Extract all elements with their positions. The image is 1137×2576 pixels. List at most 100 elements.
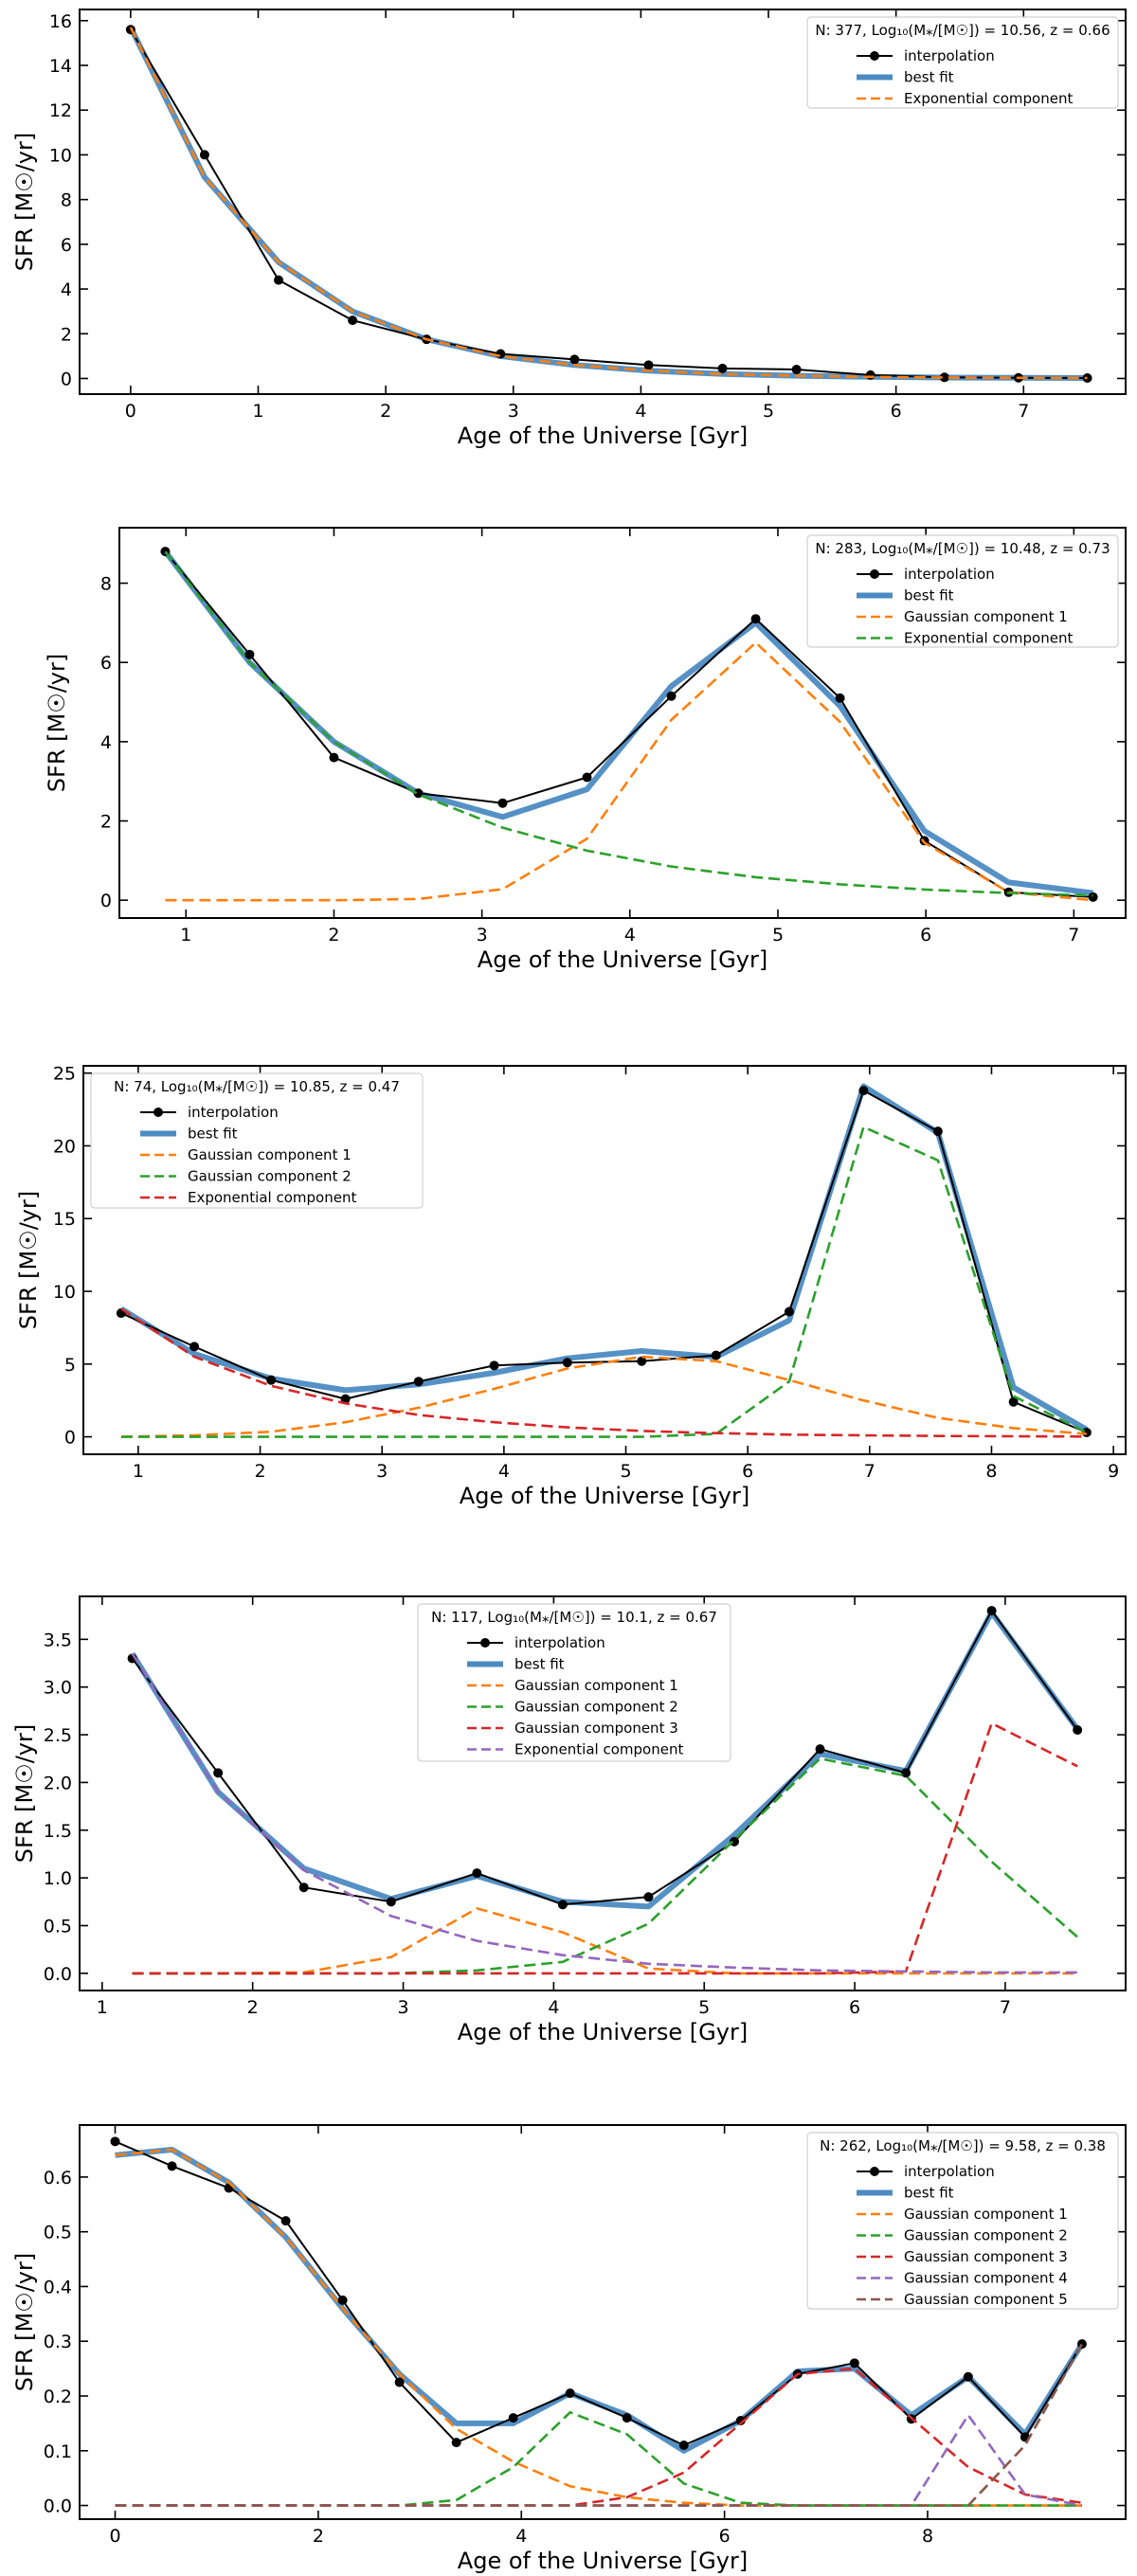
interpolation-point [711, 1350, 721, 1360]
y-tick-label: 15 [53, 1209, 76, 1230]
interpolation-point [190, 1342, 200, 1352]
x-tick-label: 7 [1068, 925, 1079, 946]
legend-entry-label: Exponential component [904, 630, 1073, 647]
y-tick-label: 3.5 [44, 1630, 72, 1650]
x-tick-label: 3 [397, 1997, 408, 2018]
interpolation-point [643, 1892, 654, 1902]
y-axis-label: SFR [M☉/yr] [11, 1724, 38, 1863]
y-tick-label: 0.1 [44, 2441, 72, 2462]
interpolation-point [348, 315, 358, 326]
plot-frame [118, 527, 1127, 919]
x-tick-label: 4 [548, 1997, 559, 2018]
interpolation-point [1088, 892, 1098, 902]
interpolation-point [666, 691, 677, 701]
y-tick-label: 10 [49, 145, 72, 166]
legend-entry-label: Gaussian component 3 [514, 1720, 678, 1737]
interpolation-point [791, 365, 802, 375]
series-line-interpolation [115, 2140, 1083, 2446]
y-tick-label: 16 [49, 11, 72, 32]
legend-entry-label: interpolation [188, 1104, 279, 1121]
y-tick-label: 6 [61, 235, 72, 256]
x-tick-label: 8 [985, 1461, 997, 1482]
y-axis-label: SFR [M☉/yr] [11, 2253, 38, 2391]
interpolation-point [413, 788, 424, 799]
interpolation-point [280, 2216, 291, 2226]
legend-box [806, 534, 1119, 648]
interpolation-point [849, 2358, 859, 2369]
y-tick-label: 4 [100, 732, 112, 753]
x-tick-label: 1 [97, 1997, 108, 2018]
legend-entry-label: Gaussian component 1 [188, 1146, 352, 1163]
interpolation-point [489, 1360, 499, 1371]
interpolation-point [678, 2441, 689, 2450]
x-tick-label: 1 [133, 1461, 144, 1482]
x-tick-label: 1 [180, 925, 191, 946]
interpolation-point [939, 372, 949, 383]
y-tick-label: 8 [61, 190, 72, 211]
legend-entry-label: Exponential component [514, 1741, 683, 1758]
x-tick-label: 6 [849, 1997, 860, 2018]
x-axis-label: Age of the Universe [Gyr] [460, 1483, 749, 1509]
y-tick-label: 0 [100, 891, 112, 911]
x-tick-label: 5 [620, 1461, 631, 1482]
y-tick-label: 6 [100, 653, 112, 674]
series-line-gaussian-component-2 [132, 1756, 1079, 1975]
y-tick-label: 8 [100, 574, 112, 595]
interpolation-point [1082, 373, 1092, 384]
legend-entry-label: Gaussian component 4 [904, 2270, 1068, 2287]
legend-title: N: 117, Log₁₀(M⁎/[M☉]) = 10.1, z = 0.67 [431, 1609, 717, 1626]
interpolation-point [110, 2136, 120, 2147]
y-tick-label: 25 [53, 1064, 76, 1085]
x-axis-label: Age of the Universe [Gyr] [458, 423, 748, 449]
interpolation-point [750, 614, 761, 624]
series-line-gaussian-component-2 [120, 1125, 1088, 1438]
interpolation-point [497, 798, 508, 808]
legend-entry-label: Gaussian component 1 [514, 1677, 678, 1694]
x-tick-label: 4 [635, 401, 646, 422]
interpolation-point [901, 1768, 911, 1778]
interpolation-point [815, 1744, 825, 1755]
legend-entry-label: interpolation [904, 566, 995, 583]
interpolation-point [386, 1897, 396, 1907]
x-tick-label: 5 [763, 401, 774, 422]
interpolation-point [729, 1836, 739, 1846]
legend-entry-label: best fit [904, 2185, 954, 2202]
interpolation-point [735, 2416, 746, 2425]
interpolation-point [496, 349, 506, 359]
y-tick-label: 0 [61, 369, 72, 389]
y-tick-label: 0.2 [44, 2387, 72, 2407]
x-axis-label: Age of the Universe [Gyr] [458, 2548, 748, 2574]
x-tick-label: 5 [772, 925, 784, 946]
series-line-gaussian-component-1 [165, 640, 1093, 902]
legend-entry-label: best fit [904, 69, 954, 86]
interpolation-point [1076, 2339, 1087, 2350]
plot-frame [79, 9, 1127, 395]
legend-entry-label: interpolation [904, 2163, 995, 2180]
interpolation-point [565, 2388, 575, 2399]
legend-entry-label: Gaussian component 2 [188, 1168, 352, 1185]
x-tick-label: 6 [891, 401, 902, 422]
y-tick-label: 0.0 [44, 1964, 72, 1985]
legend-title: N: 283, Log₁₀(M⁎/[M☉]) = 10.48, z = 0.73 [815, 540, 1110, 557]
y-tick-label: 2 [61, 324, 72, 345]
x-axis-label: Age of the Universe [Gyr] [458, 2019, 748, 2045]
legend-entry-label: best fit [514, 1656, 565, 1673]
y-tick-label: 0.5 [44, 1917, 72, 1937]
legend: N: 377, Log₁₀(M⁎/[M☉]) = 10.56, z = 0.66… [806, 16, 1119, 109]
x-tick-label: 3 [508, 401, 519, 422]
legend-entry-label: Exponential component [188, 1189, 356, 1206]
y-tick-label: 4 [61, 279, 72, 300]
plot-frame [79, 1595, 1127, 1991]
interpolation-point [1073, 1725, 1083, 1736]
y-tick-label: 14 [49, 56, 72, 77]
y-tick-label: 2.0 [44, 1773, 72, 1793]
series-line-gaussian-component-3 [115, 2367, 1083, 2507]
legend-entry-label: Gaussian component 1 [904, 608, 1068, 625]
interpolation-point [582, 772, 592, 783]
x-tick-label: 6 [719, 2526, 731, 2547]
series-line-interpolation [120, 1090, 1088, 1433]
interpolation-point [451, 2438, 461, 2448]
series-line-exponential-component [129, 27, 1088, 380]
y-tick-label: 2 [100, 812, 112, 833]
